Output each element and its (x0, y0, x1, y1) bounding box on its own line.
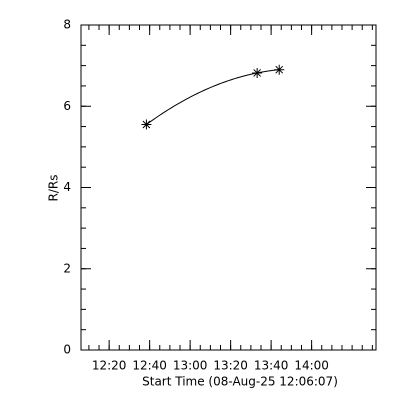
y-tick-label: 8 (63, 18, 71, 32)
x-tick-label: 12:40 (132, 359, 167, 373)
y-tick-label: 0 (63, 343, 71, 357)
point-marker (274, 64, 285, 75)
y-tick-label: 6 (63, 99, 71, 113)
x-tick-label: 13:00 (173, 359, 208, 373)
x-tick-label: 14:00 (294, 359, 329, 373)
point-marker (141, 119, 152, 130)
x-tick-label: 13:20 (213, 359, 248, 373)
x-tick-label: 13:40 (254, 359, 289, 373)
plot-frame (80, 24, 377, 351)
y-tick-label: 4 (63, 180, 71, 194)
y-tick-label: 2 (63, 261, 71, 275)
y-axis-label: R/Rs (47, 175, 61, 202)
series-line (146, 69, 280, 125)
x-tick-label: 12:20 (92, 359, 127, 373)
point-marker (252, 67, 263, 78)
x-axis-label: Start Time (08-Aug-25 12:06:07) (142, 375, 338, 389)
